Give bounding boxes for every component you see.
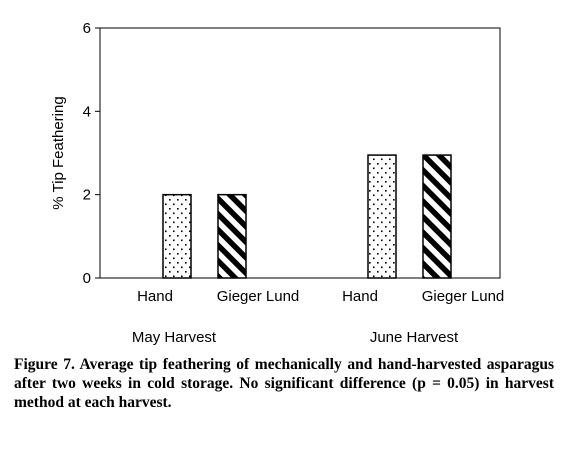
bar-hand	[367, 154, 397, 279]
y-tick-label: 4	[83, 103, 91, 120]
y-tick-label: 2	[83, 187, 91, 204]
bars	[162, 154, 452, 279]
bar-gieger-lund	[217, 193, 247, 279]
group-label: June Harvest	[370, 329, 459, 346]
category-label: Hand	[137, 288, 173, 305]
group-label: May Harvest	[132, 329, 217, 346]
y-axis-title: % Tip Feathering	[50, 96, 67, 209]
bar-gieger-lund	[422, 154, 452, 279]
bar-chart: 0 2 4 6 Hand Gieger Lund Hand Gieger Lund May …	[50, 20, 504, 346]
y-tick-label: 0	[83, 270, 91, 287]
bar-hand	[162, 193, 192, 279]
category-label: Hand	[342, 288, 378, 305]
y-tick-label: 6	[83, 20, 91, 37]
category-labels: Hand Gieger Lund Hand Gieger Lund	[137, 288, 504, 305]
figure-caption: Figure 7. Average tip feathering of mech…	[14, 356, 554, 411]
plot-frame	[99, 27, 501, 279]
y-axis: 0 2 4 6	[83, 20, 100, 287]
category-label: Gieger Lund	[217, 288, 300, 305]
category-label: Gieger Lund	[422, 288, 505, 305]
group-labels: May Harvest June Harvest	[132, 329, 459, 346]
